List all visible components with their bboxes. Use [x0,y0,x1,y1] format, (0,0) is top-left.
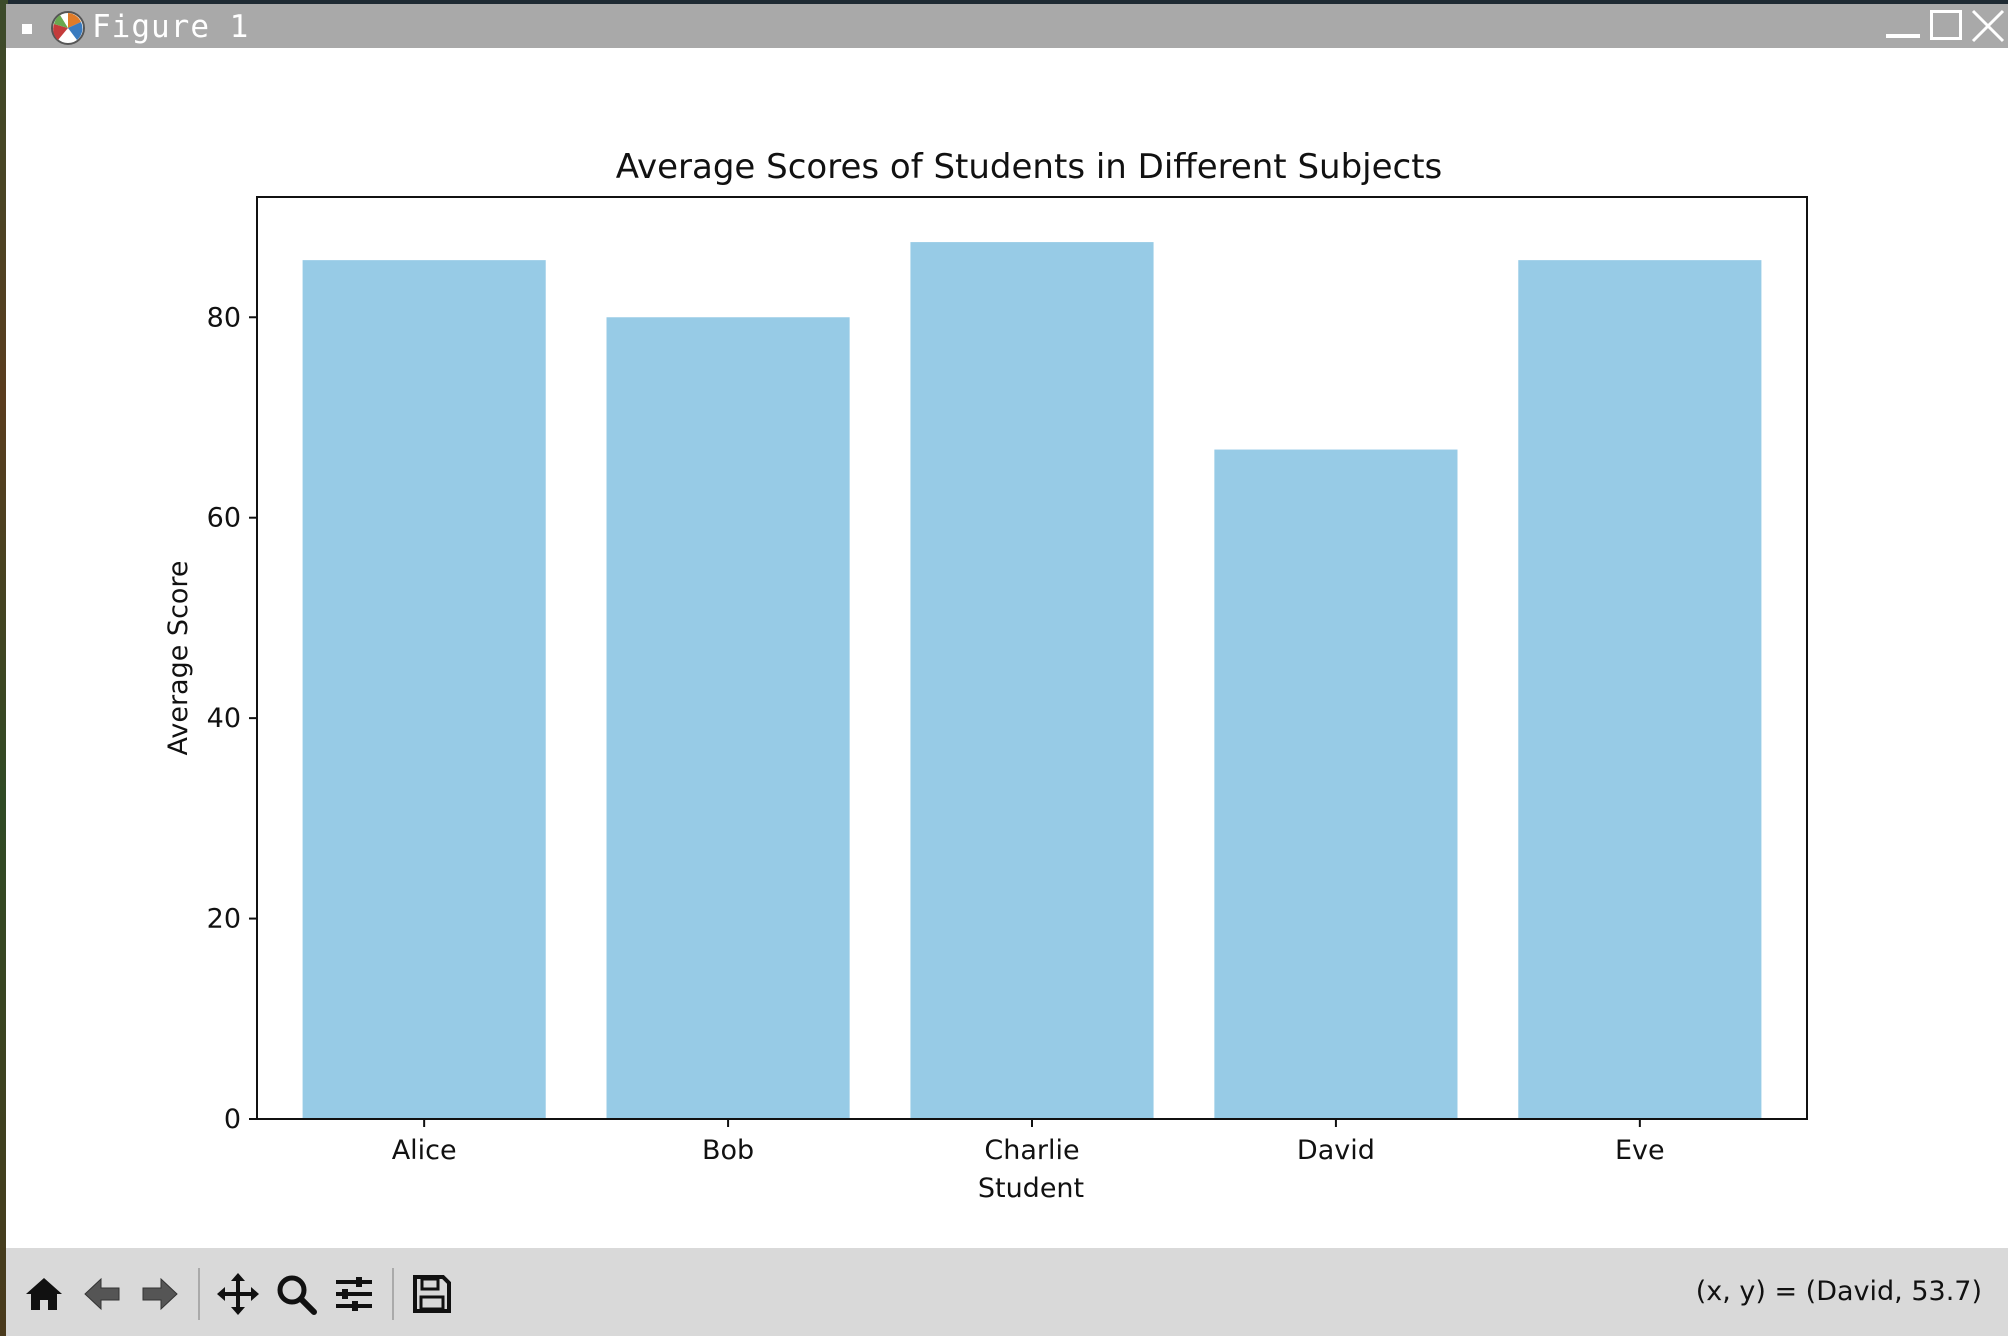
chart-title: Average Scores of Students in Different … [616,147,1443,187]
cursor-coordinates: (x, y) = (David, 53.7) [1695,1276,1982,1307]
zoom-button[interactable] [272,1270,320,1318]
close-button[interactable] [1970,8,2006,44]
navigation-toolbar: (x, y) = (David, 53.7) [6,1248,2008,1336]
y-tick-label: 0 [224,1104,241,1135]
pan-button[interactable] [214,1270,262,1318]
bar-bob [606,317,850,1119]
toolbar-separator [392,1268,394,1320]
y-tick-label: 40 [207,703,241,734]
desktop-background [0,0,8,1336]
title-bar[interactable]: Figure 1 [6,4,2008,48]
x-axis-label: Student [978,1173,1084,1204]
back-button[interactable] [78,1270,126,1318]
forward-icon [142,1277,178,1311]
x-axis: Alice Bob Charlie David Eve [392,1119,1665,1166]
home-icon [26,1278,62,1310]
bar-charlie [910,242,1154,1119]
x-tick-label: Charlie [984,1135,1079,1166]
bars-group [302,242,1762,1119]
save-button[interactable] [408,1270,456,1318]
save-icon [413,1275,451,1313]
minimize-button[interactable] [1886,34,1920,38]
y-tick-label: 20 [207,904,241,935]
back-icon [84,1277,120,1311]
x-tick-label: Eve [1615,1135,1665,1166]
y-tick-label: 80 [207,302,241,333]
y-tick-label: 60 [207,503,241,534]
x-tick-label: David [1297,1135,1375,1166]
window-menu-icon[interactable] [22,24,32,34]
y-axis: 0 20 40 60 80 [207,302,257,1135]
window-title: Figure 1 [92,9,250,45]
y-axis-label: Average Score [163,560,194,755]
configure-subplots-icon [336,1277,372,1311]
bar-david [1214,449,1458,1119]
matplotlib-logo-icon [51,11,85,45]
maximize-button[interactable] [1930,10,1962,40]
forward-button[interactable] [136,1270,184,1318]
bar-chart[interactable]: Average Scores of Students in Different … [6,48,2008,1248]
pan-icon [217,1273,259,1315]
bar-alice [302,260,546,1119]
x-tick-label: Bob [702,1135,754,1166]
bar-eve [1518,260,1762,1119]
toolbar-separator [198,1268,200,1320]
figure-canvas[interactable]: Average Scores of Students in Different … [6,48,2008,1248]
figure-window: Figure 1 Average Scores of Students in D… [6,4,2008,1336]
x-tick-label: Alice [392,1135,457,1166]
home-button[interactable] [20,1270,68,1318]
configure-subplots-button[interactable] [330,1270,378,1318]
zoom-icon [277,1275,317,1315]
